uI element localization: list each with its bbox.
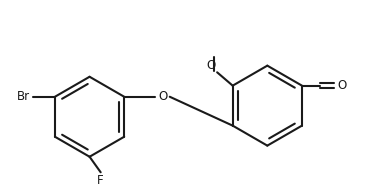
- Text: F: F: [98, 174, 104, 187]
- Text: O: O: [337, 79, 347, 92]
- Text: Br: Br: [17, 90, 31, 103]
- Text: O: O: [158, 90, 167, 103]
- Text: O: O: [207, 59, 216, 72]
